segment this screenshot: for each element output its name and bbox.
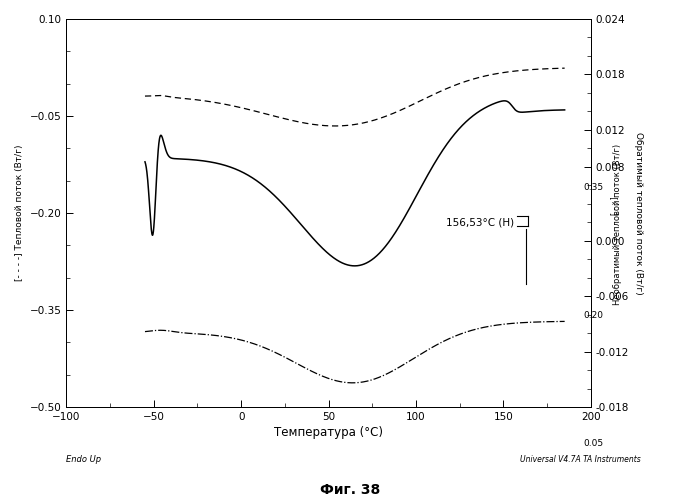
Text: Необратимый тепловой поток (Вт/г): Необратимый тепловой поток (Вт/г) xyxy=(613,144,622,305)
Text: 0.05: 0.05 xyxy=(583,439,603,448)
Text: Endo Up: Endo Up xyxy=(66,455,102,464)
Text: 156,53°C (H): 156,53°C (H) xyxy=(446,218,514,228)
Text: [ - - ]: [ - - ] xyxy=(610,196,619,215)
Text: 0.35: 0.35 xyxy=(583,183,603,192)
X-axis label: Температура (°C): Температура (°C) xyxy=(274,426,383,439)
Y-axis label: Обратимый тепловой поток (Вт/г): Обратимый тепловой поток (Вт/г) xyxy=(634,132,643,294)
Y-axis label: [- - - -] Тепловой поток (Вт/г): [- - - -] Тепловой поток (Вт/г) xyxy=(15,145,24,281)
Text: Фиг. 38: Фиг. 38 xyxy=(320,483,380,497)
Text: 0.20: 0.20 xyxy=(583,311,603,320)
Text: Universal V4.7A TA Instruments: Universal V4.7A TA Instruments xyxy=(519,455,640,464)
